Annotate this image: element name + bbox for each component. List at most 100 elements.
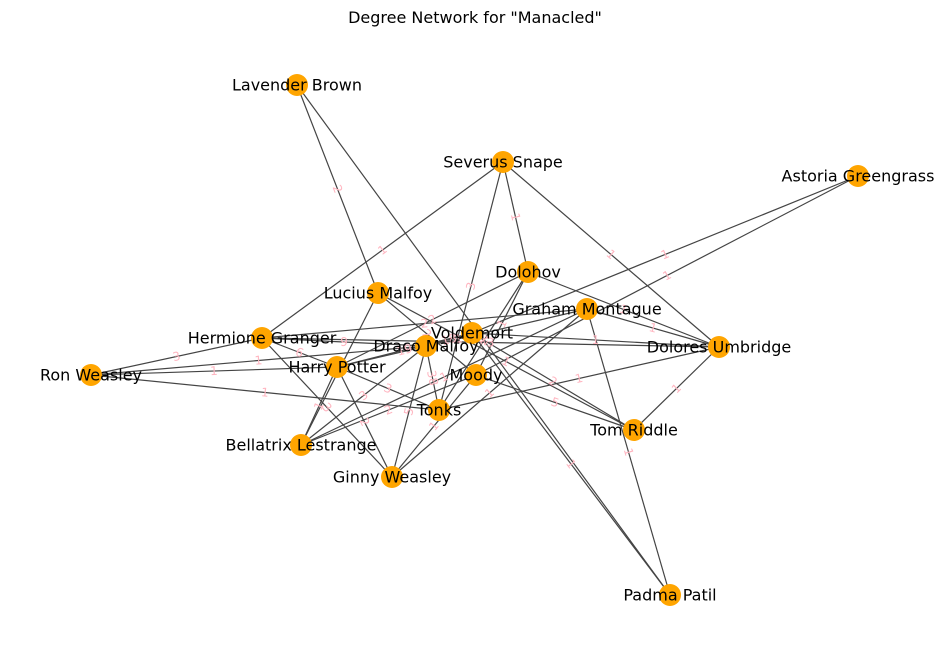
node-ron	[80, 364, 102, 386]
node-label-riddle: Tom Riddle	[589, 421, 678, 440]
edge-weight-label: 1	[621, 446, 637, 457]
edge-snape-tonks	[438, 161, 504, 411]
edge-weight-label: 38	[424, 369, 441, 387]
edge-ron-harry	[90, 366, 338, 376]
node-padma	[659, 584, 681, 606]
edge-hermione-umbridge	[261, 337, 720, 348]
edge-weight-label: 5	[401, 406, 416, 417]
node-moody	[465, 364, 487, 386]
node-label-moody: Moody	[449, 366, 502, 385]
edge-weight-label: 3	[382, 381, 394, 397]
edge-lucius-moody	[377, 292, 477, 376]
edge-tonks-umbridge	[438, 346, 720, 411]
edge-astoria-voldemort	[471, 175, 859, 334]
edge-lucius-riddle	[377, 292, 635, 431]
edge-weight-label: 1	[659, 247, 671, 263]
edge-voldemort-padma	[471, 332, 671, 596]
node-lavender	[286, 74, 308, 96]
node-draco	[415, 335, 437, 357]
graph-title: Degree Network for "Manacled"	[348, 8, 602, 27]
node-ginny	[381, 466, 403, 488]
edge-weight-label: 1	[482, 385, 497, 401]
node-label-bellatrix: Bellatrix Lestrange	[226, 436, 377, 455]
edge-montague-padma	[586, 308, 671, 596]
edge-weight-label: 2	[330, 183, 346, 195]
node-label-draco: Draco Malfoy	[373, 337, 478, 356]
edge-draco-bellatrix	[300, 345, 427, 446]
node-label-tonks: Tonks	[416, 401, 462, 420]
node-label-hermione: Hermione Granger	[188, 329, 337, 348]
node-label-voldemort: Voldemort	[431, 324, 513, 343]
edge-weight-label: 2	[382, 402, 394, 418]
edge-weight-label: 3	[356, 388, 371, 404]
edge-weight-label: 5	[549, 395, 561, 411]
edge-weight-label: 3	[487, 335, 495, 349]
node-bellatrix	[290, 434, 312, 456]
edge-weight-label: 18	[440, 331, 459, 349]
edge-weight-label: 1	[591, 333, 599, 347]
edge-dolohov-tonks	[438, 271, 529, 411]
node-voldemort	[461, 322, 483, 344]
edge-montague-bellatrix	[300, 308, 588, 446]
edge-weight-label: 1	[647, 320, 658, 336]
node-label-padma: Padma Patil	[623, 586, 716, 605]
node-label-ginny: Ginny Weasley	[333, 468, 451, 487]
edge-weight-label: 1	[311, 400, 327, 413]
edge-harry-bellatrix	[300, 366, 338, 446]
edge-voldemort-riddle	[471, 332, 635, 431]
edge-weight-label: 1	[375, 242, 389, 258]
node-snape	[492, 151, 514, 173]
node-montague	[576, 298, 598, 320]
node-label-montague: Graham Montague	[512, 300, 661, 319]
edge-hermione-draco	[261, 337, 427, 347]
edge-moody-riddle	[475, 374, 635, 431]
edge-dolohov-umbridge	[527, 271, 720, 348]
edge-weight-label: 1	[563, 457, 579, 472]
node-tonks	[428, 399, 450, 421]
edge-weight-label: 1	[508, 212, 523, 223]
node-label-ron: Ron Weasley	[40, 366, 142, 385]
edge-snape-umbridge	[502, 161, 720, 348]
node-layer	[80, 74, 869, 606]
node-label-astoria: Astoria Greengrass	[782, 167, 935, 186]
edge-weight-label: 19	[395, 341, 413, 358]
edge-draco-ginny	[391, 345, 427, 478]
edge-harry-ginny	[336, 366, 393, 478]
edge-snape-dolohov	[502, 161, 529, 273]
edge-snape-hermione	[261, 161, 504, 339]
edge-umbridge-riddle	[633, 346, 720, 431]
edge-weight-label: 9	[340, 335, 348, 349]
node-harry	[326, 356, 348, 378]
edge-moody-bellatrix	[300, 374, 477, 446]
edge-moody-ginny	[391, 374, 477, 478]
edge-hermione-ginny	[261, 337, 393, 478]
edge-weight-label: 1	[254, 353, 263, 368]
edge-weight-label: 3	[171, 349, 181, 364]
node-astoria	[847, 165, 869, 187]
edge-weight-label: 1	[261, 385, 270, 400]
edge-montague-umbridge	[586, 308, 720, 348]
edge-weight-label: 2	[420, 316, 429, 331]
edge-lavender-lucius	[296, 84, 379, 294]
node-label-harry: Harry Potter	[288, 358, 386, 377]
edge-harry-tonks	[336, 366, 440, 411]
edge-weight-label: 2	[546, 374, 560, 390]
edge-hermione-ron	[90, 337, 263, 376]
edge-montague-harry	[336, 308, 588, 368]
edge-layer	[90, 84, 859, 596]
edge-weight-label: 1	[210, 364, 218, 378]
edge-montague-ginny	[391, 308, 588, 478]
node-label-layer: Lavender Brown Severus Snape Astoria Green…	[40, 76, 934, 605]
node-lucius	[367, 282, 389, 304]
edge-weight-label: 1	[574, 371, 585, 386]
edge-hermione-harry	[261, 337, 338, 368]
node-umbridge	[708, 336, 730, 358]
edge-montague-hermione	[261, 308, 588, 339]
node-label-lucius: Lucius Malfoy	[324, 284, 433, 303]
edge-ron-draco	[90, 345, 427, 376]
edge-voldemort-harry	[336, 332, 473, 368]
node-label-lavender: Lavender Brown	[232, 76, 362, 95]
node-label-dolohov: Dolohov	[495, 263, 561, 282]
node-label-umbridge: Dolores Umbridge	[647, 338, 791, 357]
